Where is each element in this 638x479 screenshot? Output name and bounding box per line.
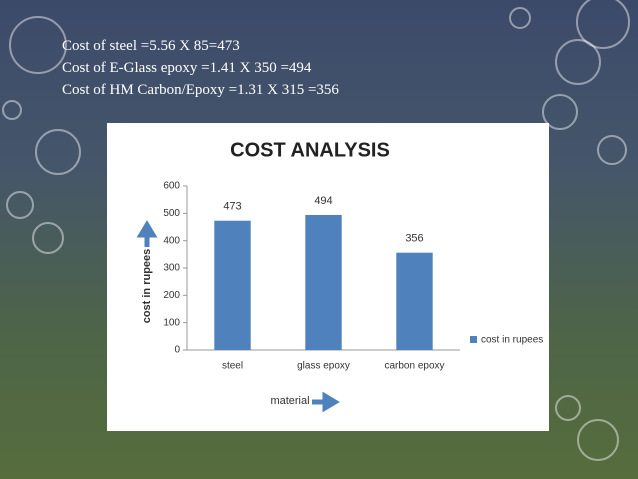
x-tick-label: glass epoxy <box>297 361 350 372</box>
x-axis-label: material <box>270 395 309 407</box>
legend-label: cost in rupees <box>481 335 543 346</box>
y-tick-label: 500 <box>163 208 180 219</box>
y-axis-label: cost in rupees <box>141 249 153 324</box>
x-tick-label: steel <box>222 361 243 372</box>
y-tick-label: 600 <box>163 181 180 192</box>
bar <box>396 252 433 350</box>
x-arrow <box>312 391 340 413</box>
legend-swatch <box>470 336 477 343</box>
x-tick-label: carbon epoxy <box>384 361 444 372</box>
data-label: 494 <box>314 195 332 207</box>
data-label: 356 <box>405 233 423 245</box>
bar <box>214 220 251 350</box>
chart: COST ANALYSIS cost in rupees material 0 1… <box>107 123 549 431</box>
chart-title: COST ANALYSIS <box>230 139 390 161</box>
bar <box>305 214 342 350</box>
y-tick-label: 0 <box>174 345 180 356</box>
y-arrow <box>136 220 158 247</box>
y-tick-label: 200 <box>163 290 180 301</box>
y-tick-label: 100 <box>163 317 180 328</box>
cost-line: Cost of HM Carbon/Epoxy =1.31 X 315 =356 <box>62 82 339 98</box>
cost-line: Cost of E-Glass epoxy =1.41 X 350 =494 <box>62 60 312 76</box>
cost-line: Cost of steel =5.56 X 85=473 <box>62 38 240 54</box>
y-tick-label: 400 <box>163 235 180 246</box>
y-tick-label: 300 <box>163 263 180 274</box>
data-label: 473 <box>223 201 241 213</box>
